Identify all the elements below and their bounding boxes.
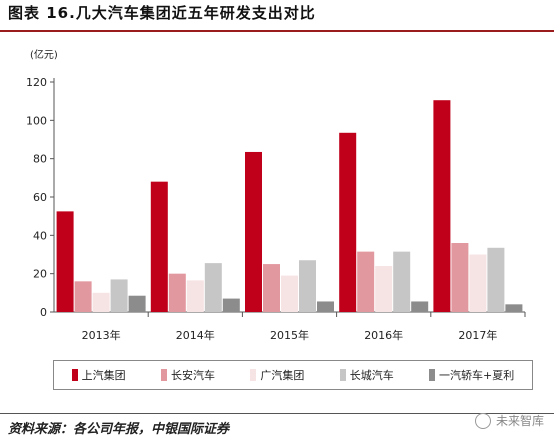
bar (451, 243, 469, 312)
y-tick-label: 100 (26, 114, 47, 127)
bar (433, 100, 451, 312)
bar (110, 279, 128, 312)
watermark: 未来智库 (474, 412, 544, 429)
legend-label: 长城汽车 (349, 369, 394, 382)
x-tick-label: 2014年 (176, 328, 215, 342)
legend-item: 广汽集团 (250, 367, 304, 383)
legend-swatch (250, 369, 257, 381)
bar (505, 304, 523, 312)
y-tick-label: 60 (33, 191, 47, 204)
legend-swatch (429, 369, 436, 381)
chart-title: 图表 16.几大汽车集团近五年研发支出对比 (8, 4, 316, 22)
bar (263, 264, 280, 312)
legend-item: 长安汽车 (161, 367, 215, 383)
y-tick-label: 0 (40, 306, 47, 319)
bar (487, 247, 505, 312)
title-divider (0, 30, 554, 32)
y-axis-unit: (亿元) (30, 50, 58, 61)
legend-swatch (339, 369, 346, 381)
bar (128, 295, 146, 312)
legend-swatch (161, 369, 168, 381)
bar (150, 181, 168, 312)
watermark-text: 未来智库 (495, 414, 544, 428)
legend-label: 长安汽车 (171, 369, 216, 382)
bar (222, 298, 240, 312)
legend-item: 长城汽车 (339, 367, 394, 383)
bar (375, 266, 393, 312)
bar-chart: 0 20 40 60 80 100 120 2013年 2014年 2015年 2016年 2017年 (26, 76, 526, 342)
bar (92, 292, 110, 312)
bar (411, 301, 429, 312)
bar (245, 151, 262, 312)
x-tick-label: 2016年 (364, 328, 403, 342)
bar (357, 251, 375, 312)
source-divider (0, 413, 554, 414)
bar (469, 254, 487, 312)
wechat-icon (474, 412, 491, 429)
legend-swatch (71, 369, 78, 381)
legend-label: 上汽集团 (81, 369, 126, 382)
bar (339, 132, 357, 312)
source-note: 资料来源：各公司年报，中银国际证券 (8, 422, 230, 437)
bar (281, 275, 298, 312)
bar (204, 263, 222, 312)
bar (393, 251, 411, 312)
legend-item: 上汽集团 (71, 367, 126, 383)
y-tick-label: 120 (26, 76, 47, 89)
y-tick-label: 20 (33, 268, 47, 281)
legend-label: 广汽集团 (260, 369, 305, 382)
bar (56, 211, 74, 312)
legend-label: 一汽轿车+夏利 (439, 369, 515, 382)
legend-item: 一汽轿车+夏利 (429, 367, 514, 383)
y-tick-label: 80 (33, 153, 47, 166)
bar (186, 280, 204, 312)
y-tick-label: 40 (33, 229, 47, 242)
bar (317, 301, 334, 312)
bar (299, 260, 316, 312)
chart-legend: 上汽集团 长安汽车 广汽集团 长城汽车 一汽轿车+夏利 (53, 360, 533, 390)
x-tick-label: 2013年 (82, 328, 121, 342)
x-tick-label: 2015年 (270, 328, 309, 342)
x-tick-label: 2017年 (458, 328, 497, 342)
bar (168, 273, 186, 312)
bar (74, 281, 92, 312)
